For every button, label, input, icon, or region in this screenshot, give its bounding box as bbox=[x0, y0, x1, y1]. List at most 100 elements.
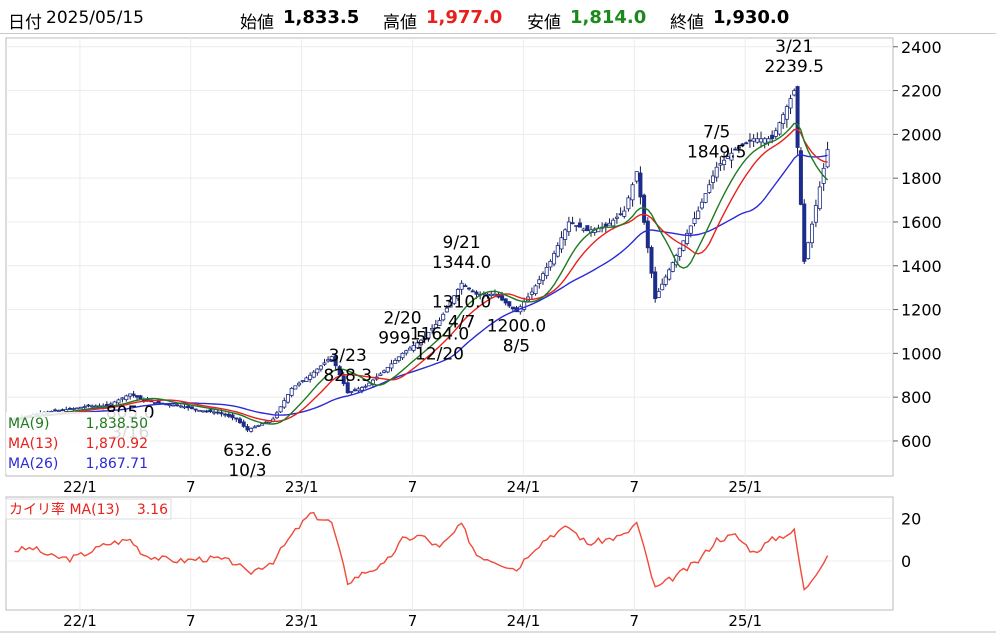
price-tick-label: 1200 bbox=[901, 301, 942, 320]
price-tick-label: 600 bbox=[901, 432, 932, 451]
candle-body bbox=[252, 426, 257, 429]
candle-body bbox=[304, 377, 309, 382]
high-value: 1,977.0 bbox=[426, 7, 503, 28]
candle-body bbox=[747, 139, 752, 142]
candle-body bbox=[707, 184, 712, 193]
candle-body bbox=[614, 216, 619, 219]
ma-legend-label: MA(13) bbox=[8, 436, 58, 452]
candle-body bbox=[352, 389, 357, 392]
candle-body bbox=[249, 428, 254, 432]
candle-body bbox=[507, 301, 512, 307]
candle-body bbox=[577, 222, 582, 228]
low-value: 1,814.0 bbox=[570, 7, 647, 28]
candle-body bbox=[215, 411, 220, 414]
candle-body bbox=[333, 355, 338, 367]
candle-body bbox=[300, 380, 305, 383]
candle-body bbox=[441, 313, 446, 321]
candle-body bbox=[396, 356, 401, 361]
candle-body bbox=[670, 262, 675, 272]
candle-body bbox=[703, 193, 708, 203]
low-annotation-value: 1310.0 bbox=[432, 292, 491, 312]
candle-body bbox=[660, 283, 665, 291]
candle-body bbox=[611, 219, 616, 227]
candle-body bbox=[345, 382, 350, 394]
candle-body bbox=[755, 138, 760, 143]
candle-body bbox=[500, 295, 505, 301]
low-annotation-value: 632.6 bbox=[223, 441, 272, 461]
candle-body bbox=[152, 402, 157, 404]
candle-body bbox=[555, 245, 560, 257]
ma26-line bbox=[14, 153, 828, 420]
candle-body bbox=[411, 345, 416, 351]
candle-body bbox=[193, 408, 198, 411]
candle-body bbox=[792, 90, 797, 96]
high-annotation-date: 3/21 bbox=[775, 37, 813, 57]
candle-body bbox=[329, 356, 334, 362]
candle-body bbox=[559, 237, 564, 250]
date-label: 日付 bbox=[8, 13, 42, 33]
price-tick-label: 2000 bbox=[901, 125, 942, 144]
candle-body bbox=[544, 267, 549, 277]
price-header: 日付 2025/05/15 始値 1,833.5 高値 1,977.0 安値 1… bbox=[0, 0, 996, 34]
candle-body bbox=[167, 404, 172, 407]
candle-body bbox=[341, 375, 346, 385]
osc-legend-box bbox=[5, 498, 172, 520]
candle-body bbox=[802, 203, 807, 262]
candle-body bbox=[260, 423, 265, 426]
price-tick-label: 1600 bbox=[901, 213, 942, 232]
low-annotation-date: 8/5 bbox=[503, 337, 530, 357]
candle-body bbox=[82, 406, 87, 408]
x-tick-label: 7 bbox=[186, 612, 196, 630]
candle-body bbox=[813, 205, 818, 223]
candle-body bbox=[93, 405, 98, 408]
candle-body bbox=[389, 363, 394, 369]
candle-body bbox=[282, 400, 287, 408]
candle-body bbox=[245, 426, 250, 431]
candle-body bbox=[722, 159, 727, 165]
candle-body bbox=[108, 403, 113, 406]
candle-body bbox=[407, 347, 412, 351]
candle-body bbox=[322, 362, 327, 365]
candle-body bbox=[311, 371, 316, 378]
low-annotation-date: 10/3 bbox=[228, 461, 266, 481]
ma-legend-label: MA(9) bbox=[8, 416, 50, 432]
candle-body bbox=[337, 366, 342, 376]
candle-body bbox=[86, 404, 91, 407]
candle-body bbox=[781, 114, 786, 125]
candle-body bbox=[622, 210, 627, 217]
candle-body bbox=[404, 350, 409, 354]
candle-body bbox=[318, 365, 323, 370]
price-tick-label: 1000 bbox=[901, 344, 942, 363]
candle-body bbox=[529, 291, 534, 295]
high-label: 高値 bbox=[383, 13, 417, 33]
osc-tick-label: 20 bbox=[901, 509, 921, 528]
candle-body bbox=[663, 276, 668, 285]
candle-body bbox=[219, 412, 224, 415]
price-tick-label: 1400 bbox=[901, 257, 942, 276]
candle-body bbox=[178, 405, 183, 408]
candle-body bbox=[653, 271, 658, 300]
candle-body bbox=[444, 307, 449, 313]
candle-body bbox=[474, 291, 479, 295]
candle-body bbox=[699, 201, 704, 209]
candle-body bbox=[634, 171, 639, 182]
candle-body bbox=[485, 293, 490, 296]
candle-body bbox=[422, 335, 427, 340]
candle-body bbox=[200, 410, 205, 413]
candle-body bbox=[124, 395, 129, 401]
candle-body bbox=[293, 385, 298, 390]
candle-body bbox=[503, 298, 508, 304]
candle-body bbox=[71, 408, 76, 410]
date-value: 2025/05/15 bbox=[46, 8, 144, 28]
candle-body bbox=[448, 301, 453, 308]
candle-body bbox=[256, 424, 261, 427]
candle-body bbox=[463, 285, 468, 288]
candle-body bbox=[770, 134, 775, 140]
candle-body bbox=[777, 122, 782, 135]
close-label: 終値 bbox=[670, 13, 704, 33]
candle-body bbox=[363, 385, 368, 388]
close-value: 1,930.0 bbox=[713, 7, 790, 28]
candle-body bbox=[788, 98, 793, 109]
candle-body bbox=[415, 342, 420, 349]
high-annotation-date: 3/23 bbox=[329, 346, 367, 366]
